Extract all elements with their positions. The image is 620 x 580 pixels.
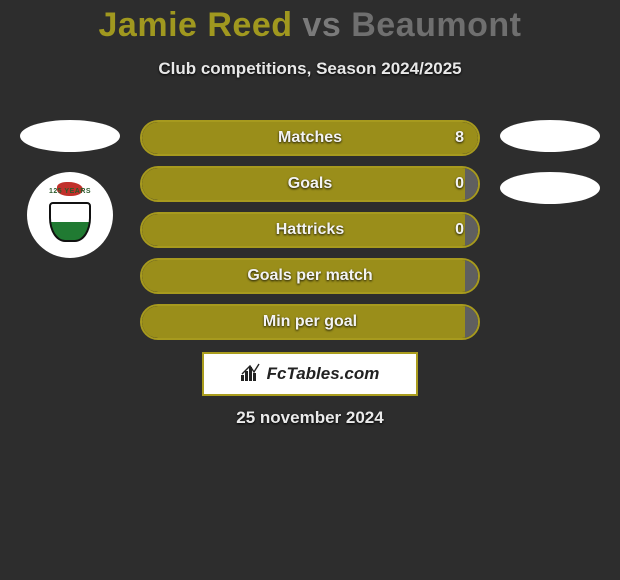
bar-value-right: 0 (455, 175, 464, 193)
stat-bar: Matches 8 (140, 120, 480, 156)
stat-bar: Hattricks 0 (140, 212, 480, 248)
stat-bar: Goals 0 (140, 166, 480, 202)
club-crest-left: 125 YEARS (27, 172, 113, 258)
right-column (490, 120, 610, 224)
page-title: Jamie Reed vs Beaumont (0, 0, 620, 45)
bar-fill-right (465, 168, 478, 200)
chart-icon (241, 363, 261, 386)
bar-fill-right (465, 260, 478, 292)
crest-band-text: 125 YEARS (27, 188, 113, 198)
bar-label: Goals per match (247, 267, 372, 285)
team-marker-right-2 (500, 172, 600, 204)
bar-label: Min per goal (263, 313, 357, 331)
left-column: 125 YEARS (10, 120, 130, 258)
stat-bars: Matches 8 Goals 0 Hattricks 0 Goals per match M… (140, 120, 480, 350)
team-marker-left (20, 120, 120, 152)
bar-fill-right (465, 306, 478, 338)
title-vs: vs (302, 6, 341, 44)
bar-label: Matches (278, 129, 342, 147)
title-player2: Beaumont (351, 6, 521, 44)
stat-bar: Goals per match (140, 258, 480, 294)
bar-label: Hattricks (276, 221, 344, 239)
branding-box[interactable]: FcTables.com (202, 352, 418, 396)
stat-bar: Min per goal (140, 304, 480, 340)
subtitle: Club competitions, Season 2024/2025 (0, 59, 620, 79)
comparison-widget: Jamie Reed vs Beaumont Club competitions… (0, 0, 620, 580)
team-marker-right-1 (500, 120, 600, 152)
crest-shield-icon (49, 202, 91, 242)
title-player1: Jamie Reed (99, 6, 293, 44)
date-text: 25 november 2024 (0, 408, 620, 428)
bar-fill-right (465, 214, 478, 246)
bar-value-right: 8 (455, 129, 464, 147)
bar-label: Goals (288, 175, 332, 193)
bar-value-right: 0 (455, 221, 464, 239)
branding-text: FcTables.com (267, 364, 380, 384)
